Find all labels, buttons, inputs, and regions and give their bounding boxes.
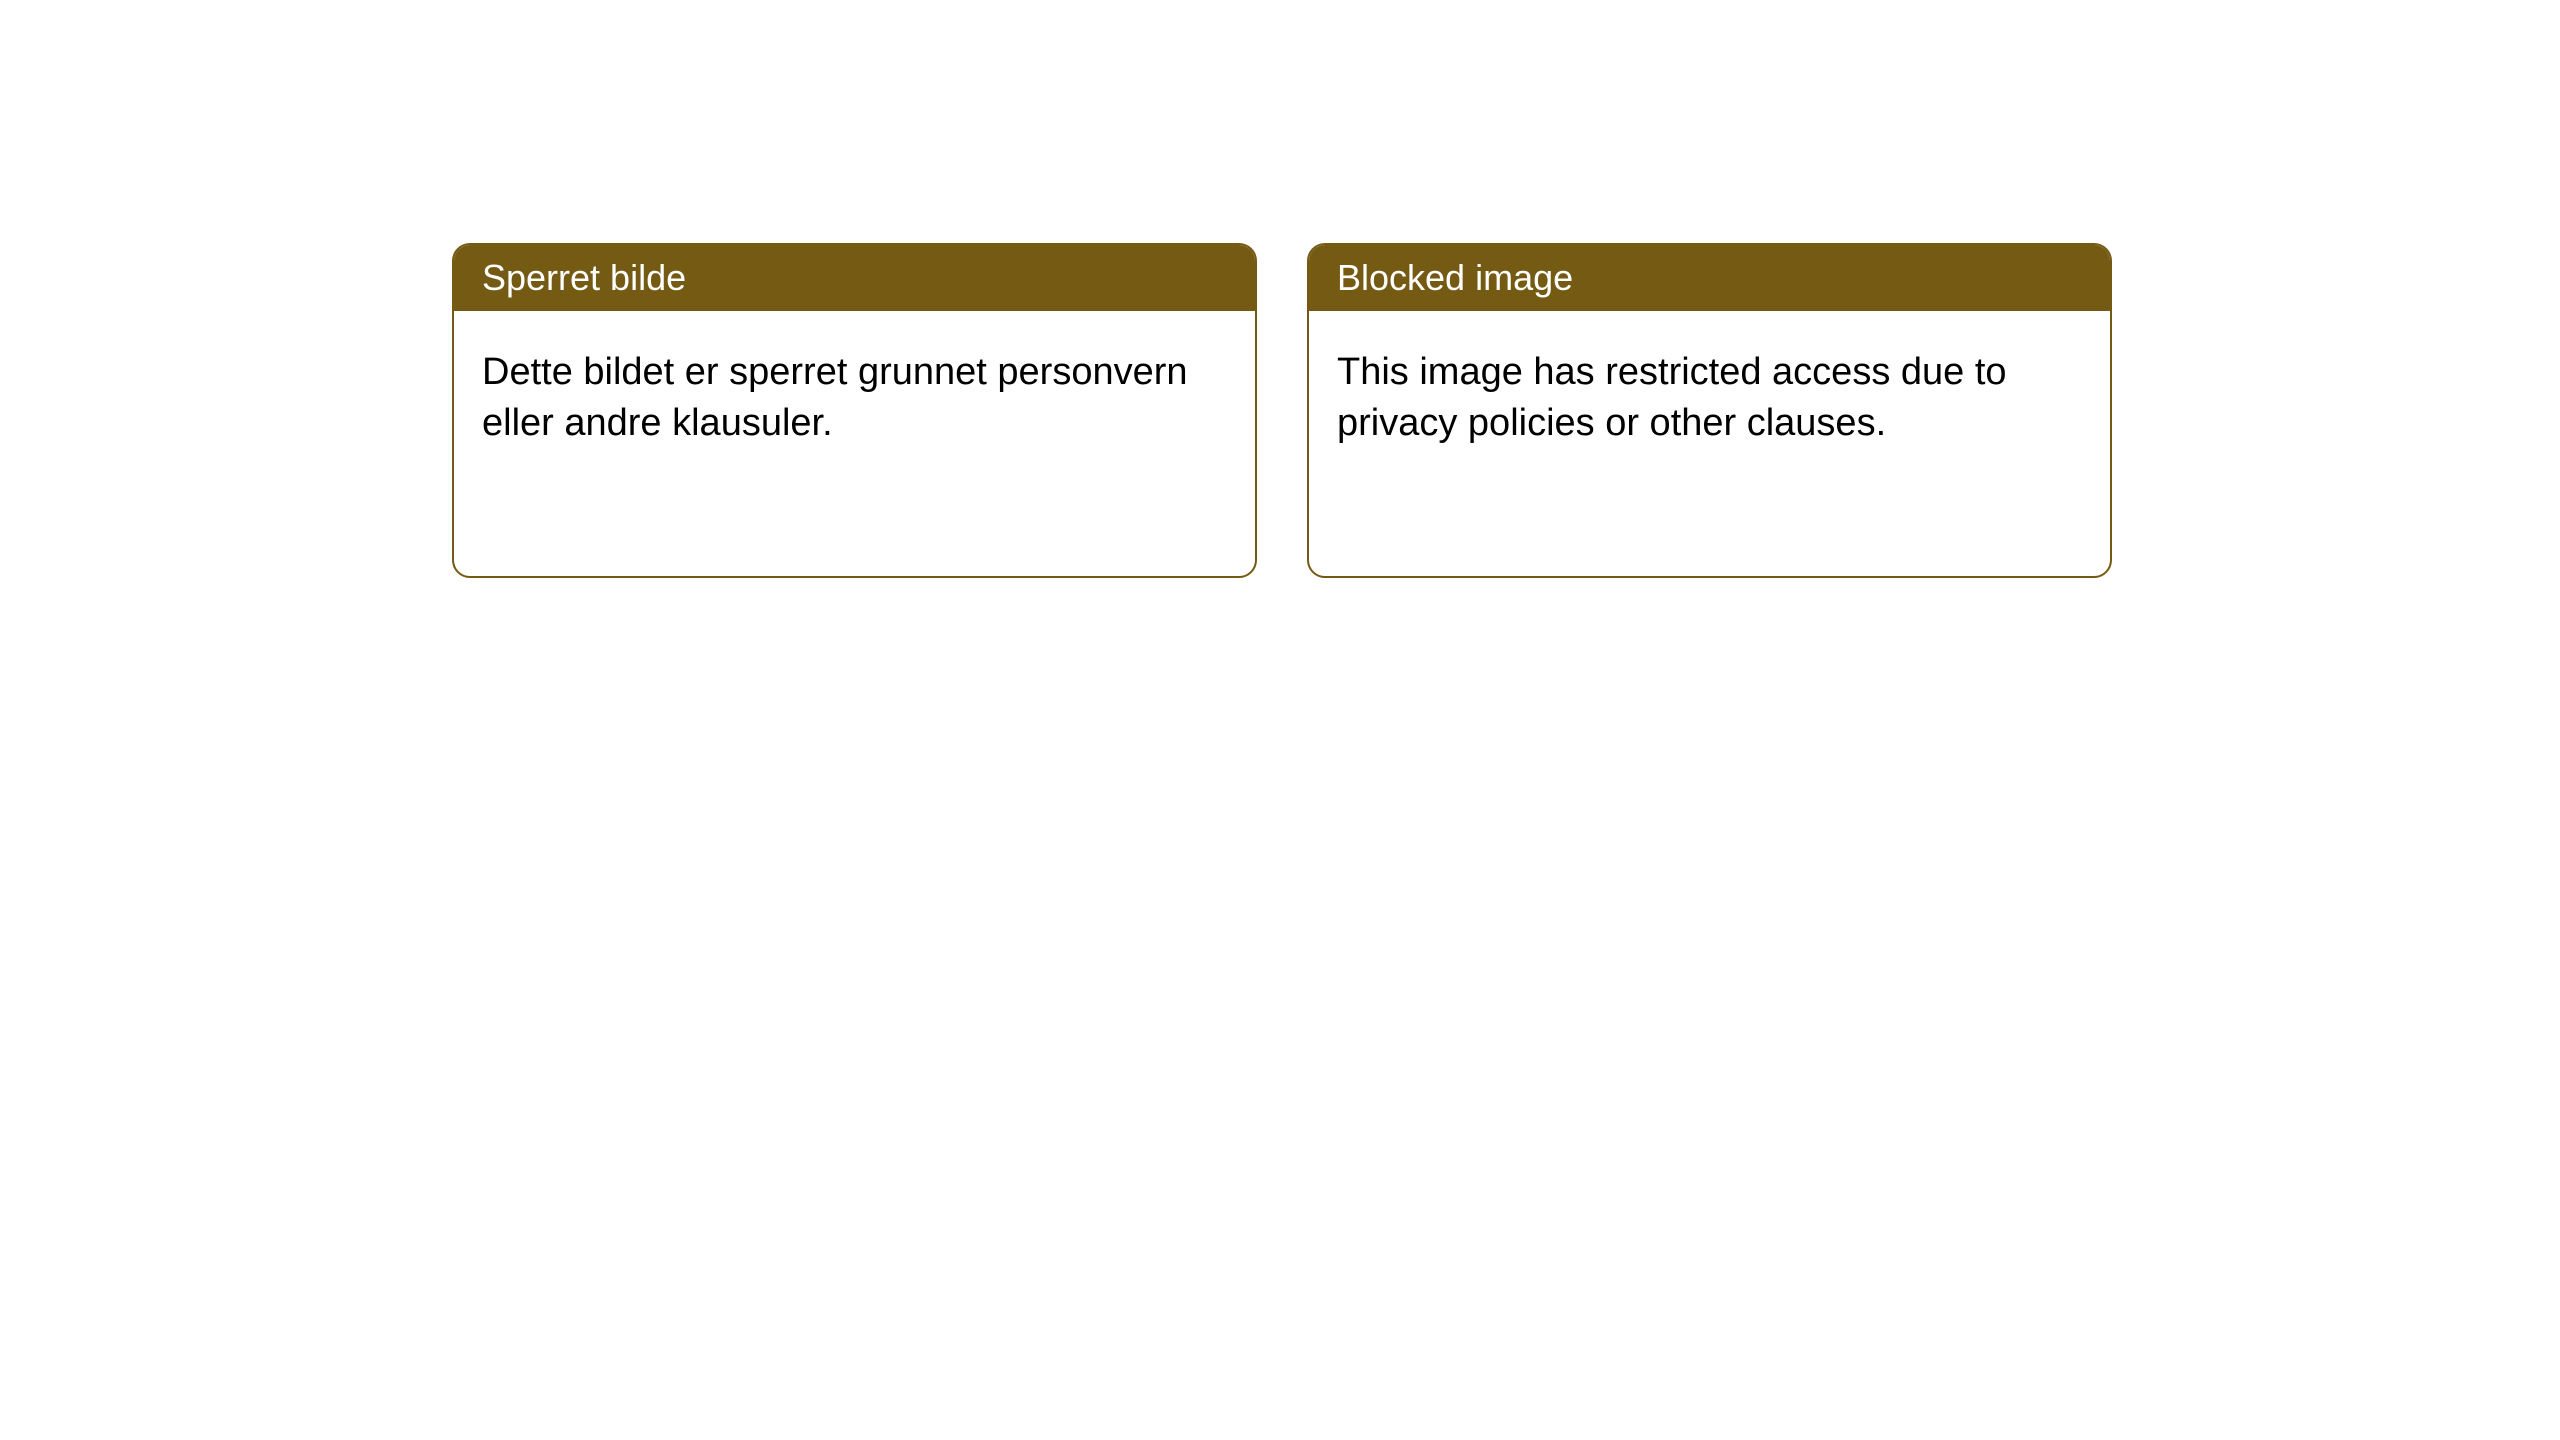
notice-card-english: Blocked image This image has restricted … (1307, 243, 2112, 578)
notice-header-text: Sperret bilde (482, 257, 686, 298)
notice-body: Dette bildet er sperret grunnet personve… (454, 311, 1255, 486)
notice-header-text: Blocked image (1337, 257, 1573, 298)
notice-body-text: Dette bildet er sperret grunnet personve… (482, 351, 1188, 444)
notice-header: Sperret bilde (454, 245, 1255, 311)
notice-body-text: This image has restricted access due to … (1337, 351, 2007, 444)
notice-body: This image has restricted access due to … (1309, 311, 2110, 486)
notice-container: Sperret bilde Dette bildet er sperret gr… (452, 243, 2112, 578)
notice-card-norwegian: Sperret bilde Dette bildet er sperret gr… (452, 243, 1257, 578)
notice-header: Blocked image (1309, 245, 2110, 311)
